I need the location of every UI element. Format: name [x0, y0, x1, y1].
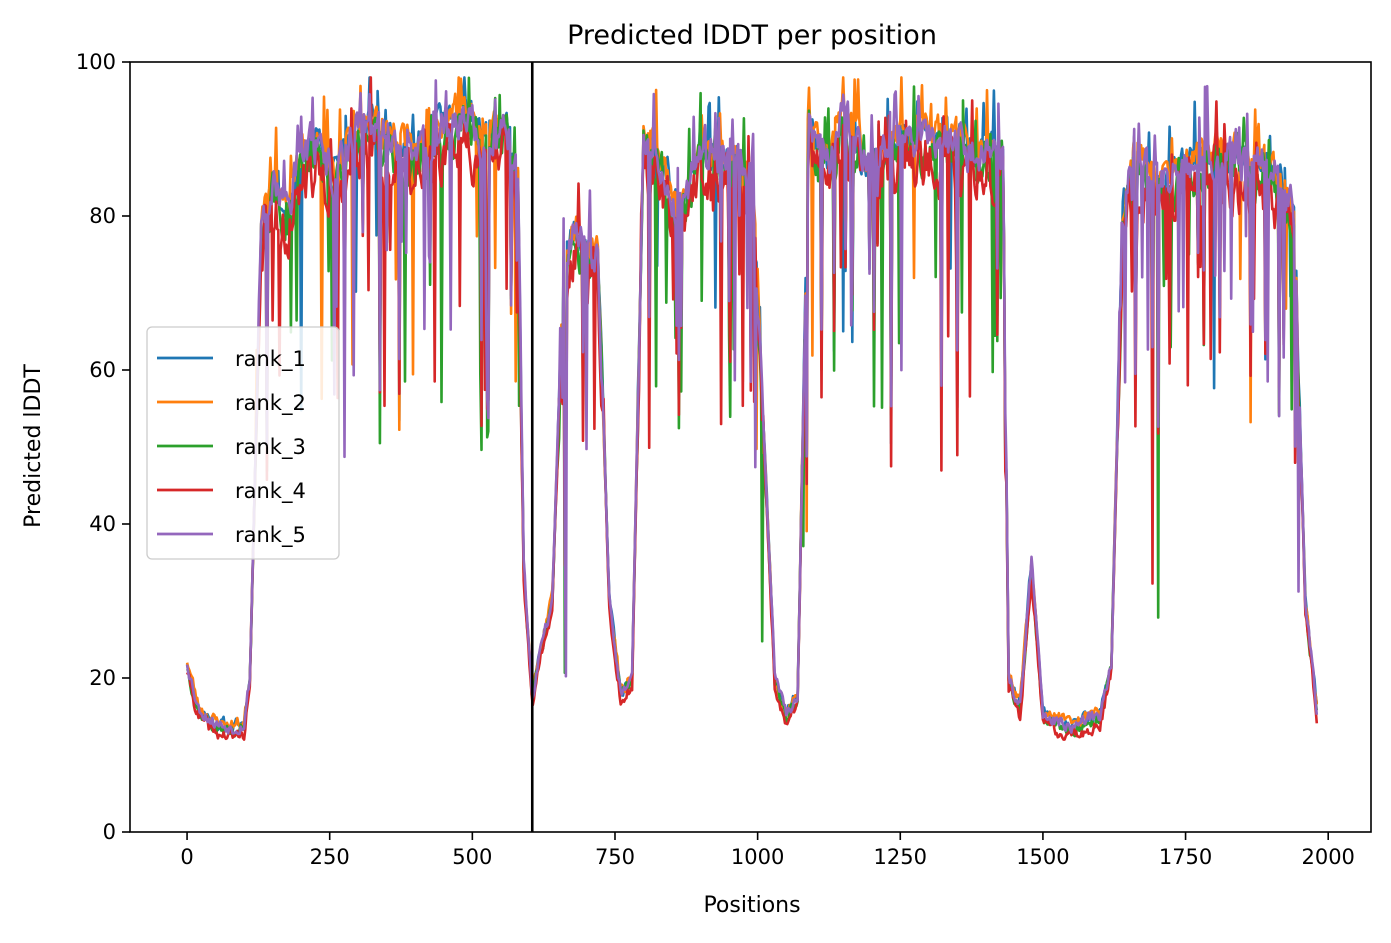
x-tick-label: 750 — [595, 845, 635, 869]
x-axis-ticks: 0 250 500 750 1000 1250 1500 1750 2000 — [180, 832, 1355, 869]
y-tick-label: 20 — [89, 666, 116, 690]
legend-label: rank_1 — [235, 347, 306, 372]
y-tick-label: 40 — [89, 512, 116, 536]
legend-label: rank_4 — [235, 479, 306, 504]
y-tick-label: 0 — [103, 820, 116, 844]
legend: rank_1 rank_2 rank_3 rank_4 rank_5 — [146, 326, 340, 560]
y-axis-label: Predicted lDDT — [21, 364, 46, 528]
x-tick-label: 1500 — [1016, 845, 1069, 869]
legend-label: rank_3 — [235, 435, 306, 460]
x-tick-label: 2000 — [1301, 845, 1354, 869]
series-lines — [185, 62, 1319, 832]
legend-label: rank_2 — [235, 391, 306, 416]
legend-box — [146, 326, 340, 560]
y-tick-label: 60 — [89, 358, 116, 382]
chart-title: Predicted lDDT per position — [567, 20, 937, 51]
x-tick-label: 500 — [452, 845, 492, 869]
series-line-rank_5 — [185, 79, 1319, 736]
legend-label: rank_5 — [235, 523, 306, 548]
x-tick-label: 1250 — [874, 845, 927, 869]
x-tick-label: 1000 — [731, 845, 784, 869]
y-tick-label: 100 — [76, 50, 116, 74]
y-axis-ticks: 0 20 40 60 80 100 — [76, 50, 130, 844]
plot-frame — [129, 61, 1372, 833]
y-tick-label: 80 — [89, 204, 116, 228]
x-axis-label: Positions — [703, 893, 800, 918]
x-tick-label: 0 — [180, 845, 193, 869]
x-tick-label: 1750 — [1159, 845, 1212, 869]
x-tick-label: 250 — [310, 845, 350, 869]
